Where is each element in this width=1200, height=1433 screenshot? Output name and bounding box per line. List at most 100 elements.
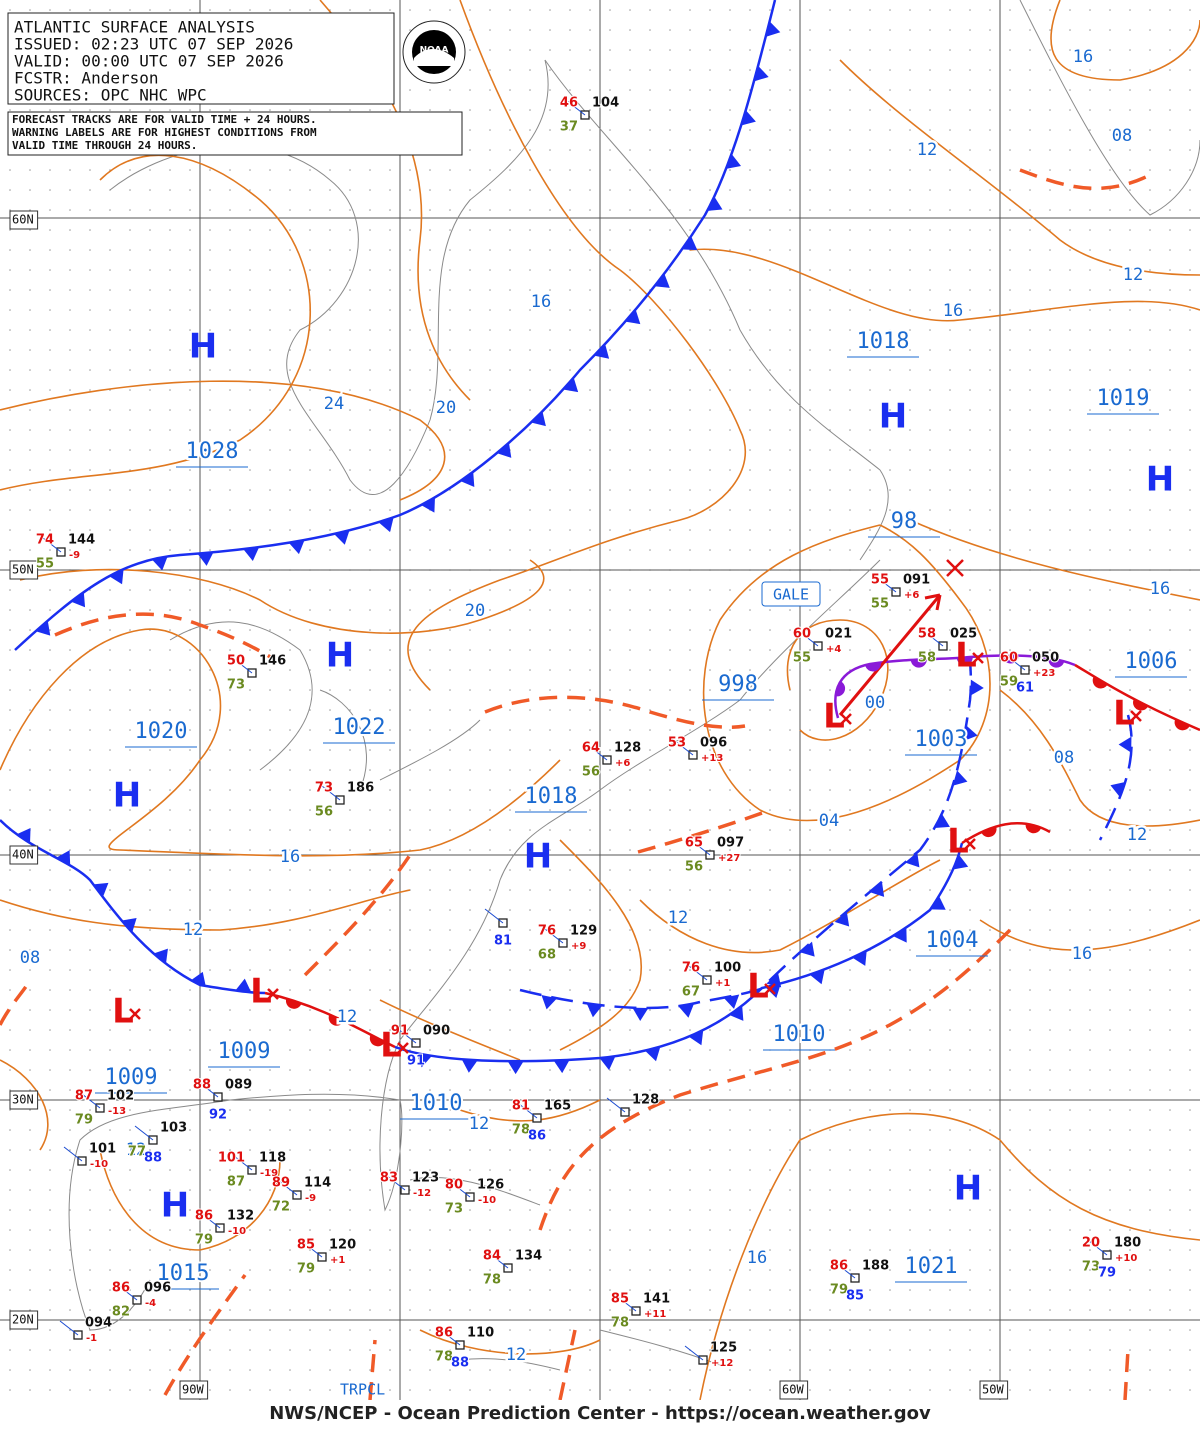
front-triangle	[531, 411, 546, 427]
station-s: 81	[494, 934, 512, 949]
front-triangle	[541, 995, 558, 1010]
station-p: 100	[714, 961, 741, 976]
low-center: L	[250, 972, 272, 1012]
lat-label: 60N	[12, 213, 34, 227]
low-x	[397, 1042, 409, 1054]
isobar-label: 16	[531, 292, 551, 312]
isobar-label: 12	[469, 1114, 489, 1134]
low-center: L	[1113, 694, 1135, 734]
front-triangle	[625, 309, 641, 325]
station-t: 101	[218, 1151, 245, 1166]
low-x	[972, 652, 984, 664]
note-line: WARNING LABELS ARE FOR HIGHEST CONDITION…	[12, 126, 317, 139]
front-triangle	[586, 1003, 603, 1018]
wind-barb	[63, 1146, 83, 1162]
station-t: 53	[668, 736, 686, 751]
front-triangle	[197, 552, 214, 566]
station-p: 114	[304, 1176, 331, 1191]
station-p: 120	[329, 1238, 356, 1253]
station-t: 91	[391, 1024, 409, 1039]
station-c: -1	[86, 1333, 97, 1344]
front-triangle	[725, 153, 742, 169]
high-center: H	[1146, 460, 1174, 500]
station-c: -10	[228, 1226, 246, 1237]
station-p: 097	[717, 836, 744, 851]
station-c: +10	[1115, 1253, 1137, 1264]
wind-barb	[321, 785, 341, 801]
station-d: 67	[682, 985, 700, 1000]
station-p: 101	[89, 1142, 116, 1157]
wind-barb	[59, 1320, 79, 1336]
front-semicircle	[956, 656, 973, 666]
front-triangle	[235, 978, 252, 993]
front-triangle	[16, 828, 31, 844]
station-t: 87	[75, 1089, 93, 1104]
wind-barb	[303, 1242, 323, 1258]
station-p: 165	[544, 1099, 571, 1114]
station-s: 61	[1016, 681, 1034, 696]
front-triangle	[35, 620, 51, 636]
high-center: H	[189, 327, 217, 367]
wind-barb	[199, 1082, 219, 1098]
isobar-label: 08	[1112, 126, 1132, 146]
station-p: 050	[1032, 651, 1059, 666]
front-semicircle	[369, 1034, 385, 1047]
lat-label: 20N	[12, 1313, 34, 1327]
front-triangle	[952, 854, 969, 870]
wind-barb	[42, 537, 62, 553]
station-s: 85	[846, 1289, 864, 1304]
isobar-label: 16	[747, 1248, 767, 1268]
station-d: 73	[227, 678, 245, 693]
station-t: 86	[830, 1259, 848, 1274]
front-triangle	[1118, 736, 1132, 753]
front-triangle	[654, 273, 670, 288]
wind-barb	[441, 1330, 461, 1346]
central-pressure: 1019	[1097, 386, 1150, 411]
station-t: 83	[380, 1171, 398, 1186]
low-x	[1130, 710, 1142, 722]
station-p: 021	[825, 627, 852, 642]
isobar-label: 20	[436, 398, 456, 418]
central-pressure: 1009	[218, 1039, 271, 1064]
station-c: +27	[718, 853, 740, 864]
station-t: 80	[445, 1178, 463, 1193]
station-d: 78	[512, 1123, 530, 1138]
front-semicircle	[1174, 719, 1190, 731]
note-line: VALID TIME THROUGH 24 HOURS.	[12, 139, 197, 152]
isobar-label: 04	[819, 811, 839, 831]
central-pressure: 1015	[157, 1261, 210, 1286]
station-p: 132	[227, 1209, 254, 1224]
low-center: L	[823, 697, 845, 737]
central-pressure: 1021	[905, 1254, 958, 1279]
central-pressure: 1004	[926, 928, 979, 953]
header-line: ISSUED: 02:23 UTC 07 SEP 2026	[14, 35, 293, 54]
low-x	[964, 838, 976, 850]
front-semicircle	[328, 1014, 344, 1026]
troughs	[0, 168, 1151, 1401]
station-p: 096	[700, 736, 727, 751]
station-t: 46	[560, 96, 578, 111]
station-t: 85	[611, 1292, 629, 1307]
front-triangle	[809, 969, 825, 985]
wind-barb	[588, 745, 608, 761]
front-triangle	[682, 236, 698, 251]
track-arrow	[838, 594, 942, 716]
wind-barb	[606, 1097, 626, 1113]
isobar-label: 00	[865, 693, 885, 713]
front-triangle	[416, 1052, 432, 1068]
station-s: 88	[144, 1151, 162, 1166]
wind-barb	[924, 631, 944, 647]
station-d: 77	[128, 1145, 146, 1160]
station-p: 126	[477, 1178, 504, 1193]
front-semicircle	[1048, 658, 1065, 668]
station-t: 60	[1000, 651, 1018, 666]
wind-barb	[451, 1182, 471, 1198]
station-d: 56	[685, 860, 703, 875]
wind-barb	[233, 658, 253, 674]
forecast-position	[946, 559, 964, 577]
front-triangle	[644, 1046, 661, 1062]
station-c: +11	[644, 1309, 666, 1320]
wind-barb	[118, 1285, 138, 1301]
isobar-label: 24	[324, 394, 344, 414]
station-t: 20	[1082, 1236, 1100, 1251]
